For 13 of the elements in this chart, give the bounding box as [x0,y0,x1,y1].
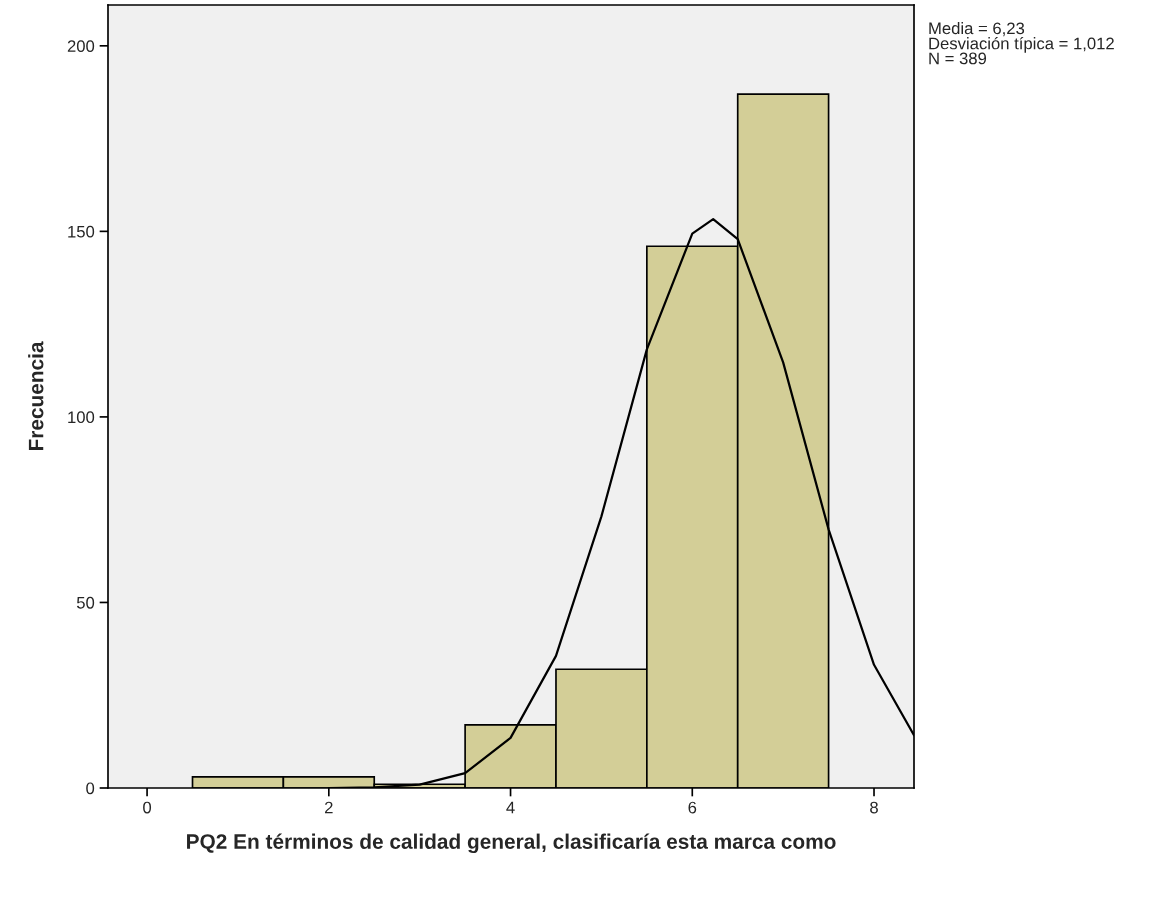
y-axis-title: Frecuencia [28,341,44,451]
text: Media = 6,23 Desviación típica = 1,012 N = 389 [929,22,1114,65]
x-axis-title: PQ2 En términos de calidad general, clasificaría esta marca como [187,833,836,854]
y-tick-label: 200 [67,40,95,53]
x-tick-label: 4 [506,801,515,814]
x-tick-label: 8 [870,801,878,814]
x-tick-label: 6 [688,801,697,814]
y-tick-label: 150 [68,225,95,238]
y-tick-label: 0 [86,782,95,795]
x-tick-label: 2 [325,801,333,814]
y-tick-label: 100 [68,411,95,424]
y-tick-label: 50 [76,596,95,609]
x-tick-label: 0 [143,801,152,814]
